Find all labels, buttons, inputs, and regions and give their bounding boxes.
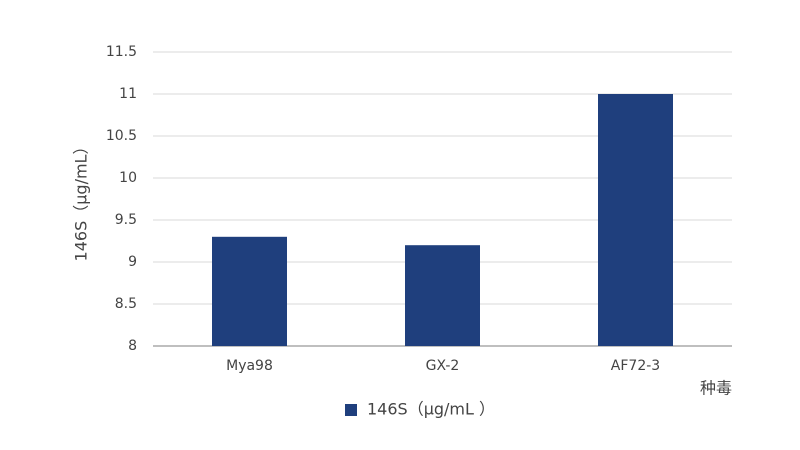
bar (212, 236, 287, 346)
y-axis-title: 146S（μg/mL） (72, 139, 91, 262)
bar (405, 245, 480, 346)
bar (598, 94, 673, 346)
x-tick-label: Mya98 (226, 358, 273, 374)
x-tick-label: AF72-3 (611, 358, 660, 374)
y-tick-label: 9 (128, 254, 137, 270)
y-tick-label: 10 (119, 170, 137, 186)
legend-swatch (345, 404, 357, 416)
y-tick-label: 8 (128, 338, 137, 354)
x-axis-title: 种毒 (700, 379, 732, 398)
x-tick-label: GX-2 (426, 358, 460, 374)
y-tick-label: 11.5 (106, 44, 137, 60)
y-tick-label: 9.5 (115, 212, 137, 228)
legend-label: 146S（μg/mL ） (367, 400, 495, 419)
y-tick-label: 10.5 (106, 128, 137, 144)
y-tick-label: 8.5 (115, 296, 137, 312)
y-tick-label: 11 (119, 86, 137, 102)
